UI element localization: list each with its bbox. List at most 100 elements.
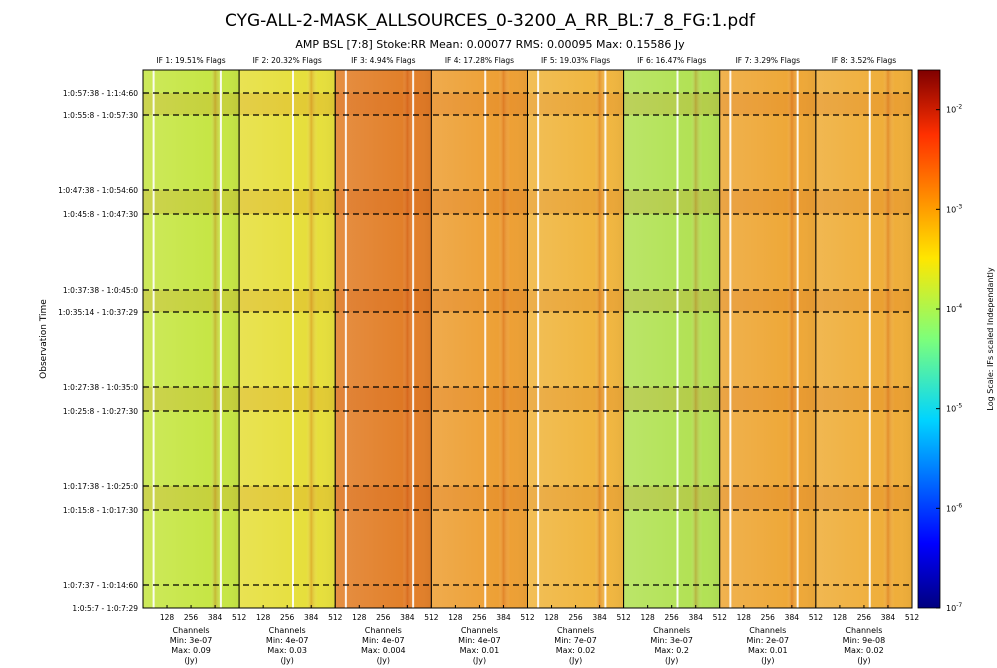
y-axis-label: Observation Time: [39, 299, 49, 379]
band: [623, 387, 720, 411]
x-tick-label: 512: [520, 613, 535, 622]
x-tick-label: 128: [640, 613, 655, 622]
time-label: 1:0:45:8 - 1:0:47:30: [63, 210, 138, 219]
panel-shade: [815, 70, 912, 608]
x-tick-label: 384: [785, 613, 800, 622]
x-tick-label: 256: [568, 613, 583, 622]
x-tick-label: 128: [256, 613, 271, 622]
flag-column: [796, 70, 799, 608]
panel-title: IF 6: 16.47% Flags: [637, 56, 706, 65]
band: [143, 486, 240, 510]
panel-footer: Max: 0.004: [361, 646, 406, 655]
band: [239, 486, 336, 510]
panel-footer: Channels: [173, 626, 210, 635]
colorbar-tick-label: 10-5: [946, 403, 962, 414]
flag-column: [291, 70, 294, 608]
x-tick-label: 128: [544, 613, 559, 622]
x-tick-label: 512: [905, 613, 920, 622]
band: [239, 190, 336, 214]
x-tick-label: 384: [592, 613, 607, 622]
x-tick-label: 128: [737, 613, 752, 622]
band: [431, 290, 528, 312]
band: [623, 290, 720, 312]
flag-column: [412, 70, 415, 608]
colorbar-tick-label: 10-7: [946, 602, 962, 613]
panel-shade: [143, 70, 240, 608]
panel-footer: (Jy): [473, 656, 486, 665]
band: [143, 387, 240, 411]
band: [527, 290, 624, 312]
colorbar-tick-label: 10-4: [946, 303, 962, 314]
band: [335, 486, 432, 510]
panel-footer: (Jy): [377, 656, 390, 665]
x-tick-label: 512: [232, 613, 247, 622]
panel-footer: Max: 0.01: [748, 646, 788, 655]
panel-footer: Max: 0.2: [654, 646, 689, 655]
panel-title: IF 7: 3.29% Flags: [736, 56, 801, 65]
band: [815, 486, 912, 510]
x-tick-label: 128: [352, 613, 367, 622]
panel-footer: Min: 4e-07: [458, 636, 501, 645]
panel-title: IF 1: 19.51% Flags: [156, 56, 225, 65]
x-tick-label: 512: [809, 613, 824, 622]
band: [239, 387, 336, 411]
time-label: 1:0:35:14 - 1:0:37:29: [58, 308, 138, 317]
flag-column: [604, 70, 607, 608]
colorbar-tick-exp: -2: [956, 104, 962, 111]
band: [335, 190, 432, 214]
panel-title: IF 2: 20.32% Flags: [253, 56, 322, 65]
flag-column: [676, 70, 679, 608]
colorbar-tick-base: 10: [946, 205, 956, 214]
colorbar-tick-base: 10: [946, 604, 956, 613]
panel-footer: (Jy): [761, 656, 774, 665]
x-tick-label: 384: [400, 613, 415, 622]
panel-footer: Channels: [557, 626, 594, 635]
panel-footer: Channels: [365, 626, 402, 635]
time-label: 1:0:55:8 - 1:0:57:30: [63, 111, 138, 120]
x-tick-label: 384: [881, 613, 896, 622]
panel-footer: (Jy): [665, 656, 678, 665]
panel-footer: Max: 0.02: [556, 646, 596, 655]
colorbar-label: Log Scale: IFs scaled Independantly: [986, 267, 995, 410]
band: [527, 190, 624, 214]
x-tick-label: 512: [328, 613, 343, 622]
time-label: 1:0:17:38 - 1:0:25:0: [63, 482, 138, 491]
x-tick-label: 128: [833, 613, 848, 622]
colorbar-tick-base: 10: [946, 504, 956, 513]
band: [431, 190, 528, 214]
colorbar-tick-base: 10: [946, 106, 956, 115]
panel-footer: Min: 4e-07: [362, 636, 405, 645]
band: [335, 93, 432, 115]
band: [527, 93, 624, 115]
colorbar-tick-exp: -3: [956, 203, 962, 210]
panel-shade: [431, 70, 528, 608]
panel-title: IF 8: 3.52% Flags: [832, 56, 897, 65]
x-tick-label: 384: [304, 613, 319, 622]
time-label: 1:0:5:7 - 1:0:7:29: [72, 604, 138, 613]
colorbar-tick-base: 10: [946, 305, 956, 314]
panel-shade: [623, 70, 720, 608]
panel-title: IF 5: 19.03% Flags: [541, 56, 610, 65]
panel-shade: [335, 70, 432, 608]
panel-footer: Min: 9e-08: [843, 636, 886, 645]
panel-footer: (Jy): [569, 656, 582, 665]
time-label: 1:0:27:38 - 1:0:35:0: [63, 383, 138, 392]
panel-shade: [719, 70, 816, 608]
flag-column: [868, 70, 871, 608]
band: [335, 387, 432, 411]
x-tick-label: 512: [616, 613, 631, 622]
flag-column: [152, 70, 155, 608]
band: [815, 190, 912, 214]
band: [239, 290, 336, 312]
band: [431, 93, 528, 115]
time-label: 1:0:47:38 - 1:0:54:60: [58, 186, 138, 195]
band: [431, 387, 528, 411]
band: [335, 290, 432, 312]
panel-footer: Min: 3e-07: [650, 636, 693, 645]
time-label: 1:0:37:38 - 1:0:45:0: [63, 286, 138, 295]
x-tick-label: 256: [184, 613, 199, 622]
x-tick-label: 256: [376, 613, 391, 622]
time-label: 1:0:7:37 - 1:0:14:60: [63, 581, 138, 590]
